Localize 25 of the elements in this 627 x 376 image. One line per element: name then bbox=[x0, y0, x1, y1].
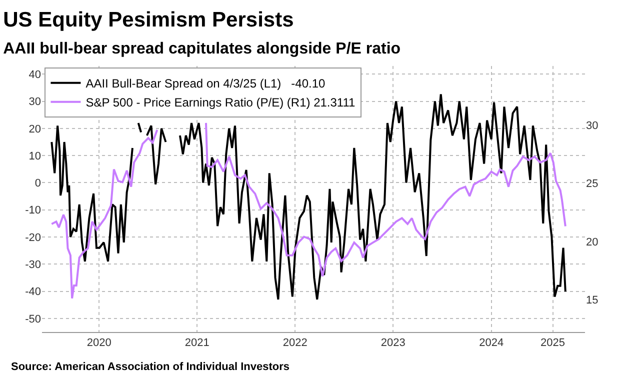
legend-label: AAII Bull-Bear Spread on 4/3/25 (L1) -40.10 bbox=[86, 76, 326, 91]
x-tick-label: 2025 bbox=[540, 337, 566, 350]
y2-tick-label: 15 bbox=[586, 294, 598, 306]
y-tick-label: 30 bbox=[28, 96, 41, 108]
y-tick-label: 0 bbox=[34, 178, 41, 190]
y-tick-label: 20 bbox=[28, 123, 41, 136]
x-tick-label: 2024 bbox=[479, 337, 504, 350]
y-tick-label: -30 bbox=[25, 258, 41, 271]
x-tick-label: 2023 bbox=[380, 337, 406, 350]
chart-subtitle: AAII bull-bear spread capitulates alongside P/E ratio bbox=[3, 40, 401, 58]
y-tick-label: -20 bbox=[25, 232, 41, 244]
x-tick-label: 2020 bbox=[86, 337, 112, 350]
source-note: Source: American Association of Individual Investors bbox=[11, 361, 290, 373]
y2-tick-label: 25 bbox=[586, 178, 598, 190]
legend-label: S&P 500 - Price Earnings Ratio (P/E) (R1) 21.3111 bbox=[86, 96, 356, 110]
y-tick-label: 10 bbox=[28, 150, 41, 162]
chart-title: US Equity Pesimism Persists bbox=[3, 8, 294, 32]
x-tick-label: 2021 bbox=[184, 337, 210, 350]
y-tick-label: -40 bbox=[25, 286, 41, 298]
y2-tick-label: 20 bbox=[586, 236, 598, 248]
y-tick-label: -50 bbox=[25, 313, 41, 326]
x-tick-label: 2022 bbox=[282, 337, 308, 350]
y2-tick-label: 30 bbox=[586, 120, 598, 132]
y-tick-label: -10 bbox=[25, 204, 41, 217]
y-tick-label: 40 bbox=[28, 68, 41, 81]
